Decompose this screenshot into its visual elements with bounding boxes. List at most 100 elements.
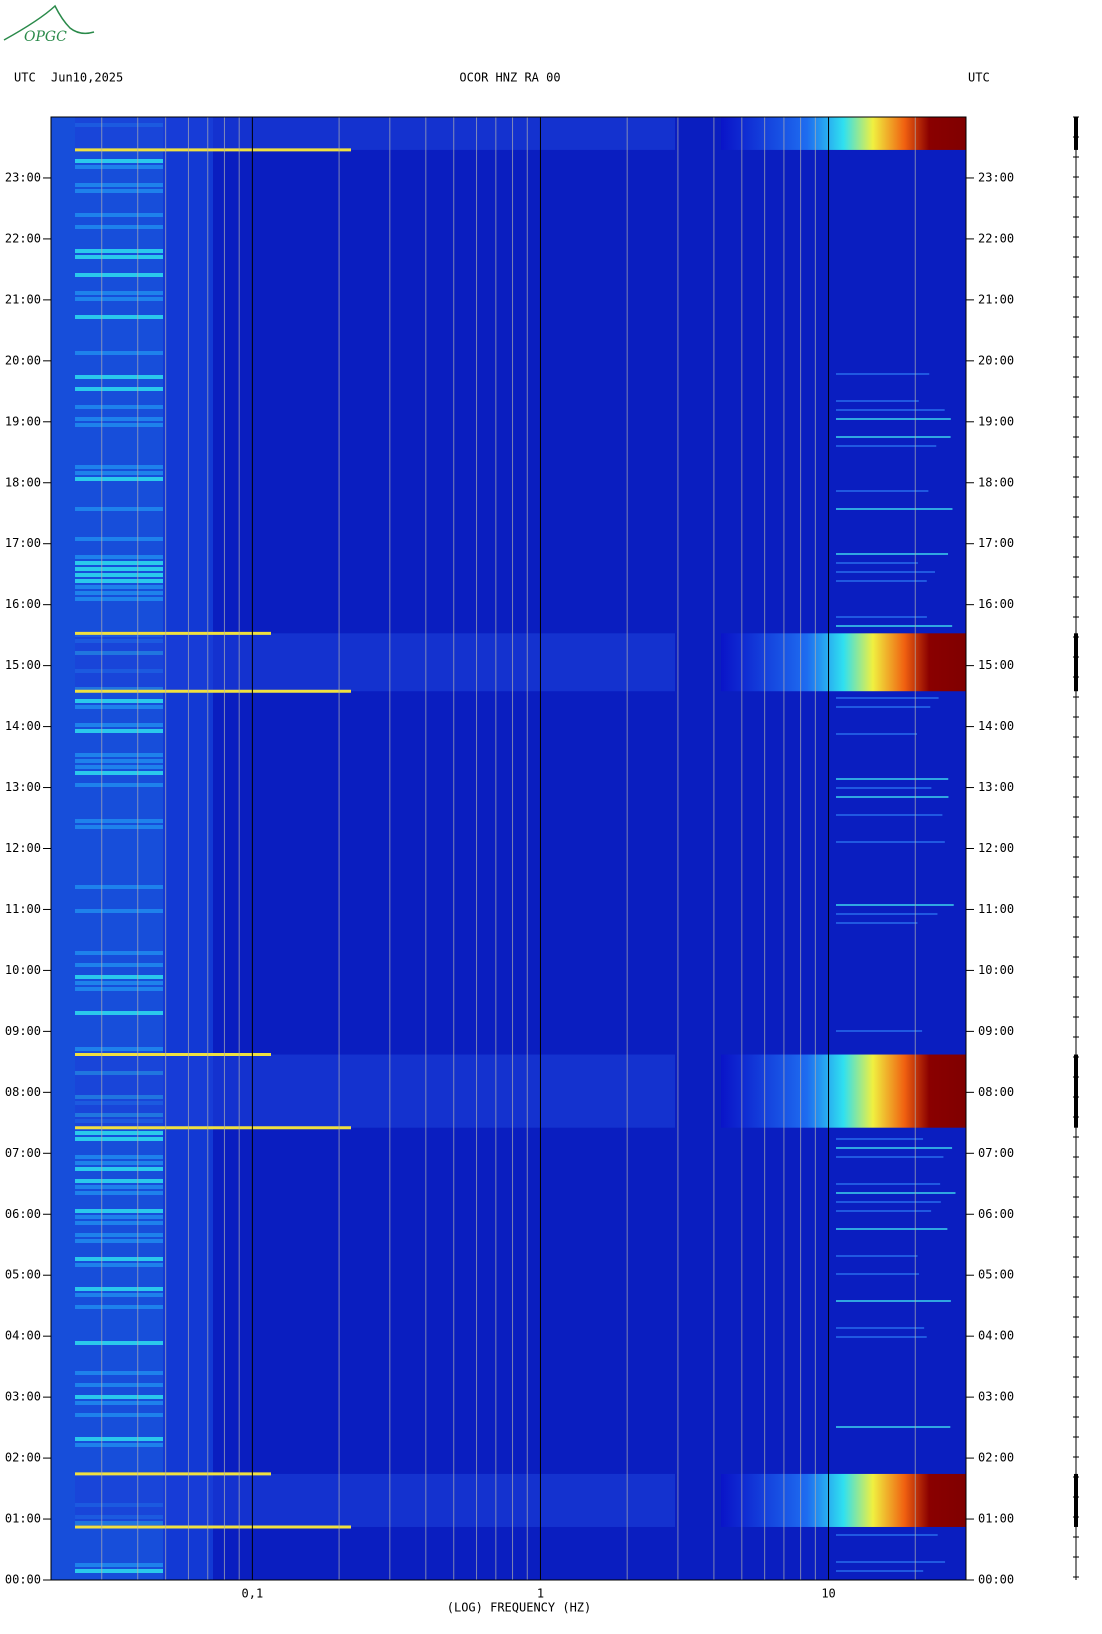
y-tick-label: 02:00 bbox=[5, 1451, 41, 1465]
y-tick-label: 16:00 bbox=[5, 597, 41, 611]
event-band-low bbox=[75, 633, 675, 692]
texture bbox=[836, 1192, 956, 1194]
texture bbox=[836, 1183, 941, 1185]
y-tick-label: 04:00 bbox=[5, 1329, 41, 1343]
y-tick-label: 06:00 bbox=[5, 1207, 41, 1221]
right-label: UTC bbox=[968, 71, 990, 85]
texture bbox=[75, 471, 163, 475]
texture bbox=[836, 697, 939, 699]
y-tick-label: 21:00 bbox=[5, 292, 41, 306]
y-tick-label: 23:00 bbox=[5, 170, 41, 184]
chart-title: OCOR HNZ RA 00 bbox=[459, 71, 560, 85]
y-tick-label: 00:00 bbox=[5, 1573, 41, 1587]
texture bbox=[836, 418, 951, 420]
texture bbox=[836, 409, 945, 411]
y-tick-label: 10:00 bbox=[5, 963, 41, 977]
texture bbox=[75, 351, 163, 355]
texture bbox=[75, 723, 163, 727]
texture bbox=[75, 213, 163, 217]
texture bbox=[836, 553, 949, 555]
texture bbox=[75, 1341, 163, 1345]
trace-burst bbox=[1074, 633, 1078, 692]
y-tick-label: 12:00 bbox=[5, 841, 41, 855]
y-tick-label: 17:00 bbox=[978, 536, 1014, 550]
texture bbox=[75, 387, 163, 391]
texture bbox=[75, 1569, 163, 1573]
logo-text: OPGC bbox=[24, 29, 67, 45]
texture bbox=[75, 783, 163, 787]
texture bbox=[75, 1563, 163, 1567]
texture bbox=[75, 1161, 163, 1165]
texture bbox=[836, 445, 937, 447]
texture bbox=[75, 1239, 163, 1243]
texture bbox=[836, 508, 953, 510]
y-tick-label: 13:00 bbox=[5, 780, 41, 794]
texture bbox=[836, 913, 938, 915]
event-band bbox=[721, 117, 966, 150]
texture bbox=[75, 819, 163, 823]
texture bbox=[75, 597, 163, 601]
texture bbox=[75, 1137, 163, 1141]
texture bbox=[836, 625, 953, 627]
texture bbox=[75, 729, 163, 733]
texture bbox=[75, 405, 163, 409]
event-band bbox=[721, 1054, 966, 1128]
texture bbox=[836, 1228, 948, 1230]
texture bbox=[75, 273, 163, 277]
texture bbox=[75, 561, 163, 565]
texture bbox=[836, 1156, 944, 1158]
texture bbox=[75, 417, 163, 421]
event-band bbox=[721, 633, 966, 692]
texture bbox=[75, 159, 163, 163]
texture bbox=[75, 225, 163, 229]
date: Jun10,2025 bbox=[51, 71, 123, 85]
texture bbox=[836, 1534, 938, 1536]
texture bbox=[836, 400, 919, 402]
y-tick-label: 01:00 bbox=[978, 1512, 1014, 1526]
texture bbox=[836, 1336, 927, 1338]
texture bbox=[75, 1191, 163, 1195]
texture bbox=[836, 1138, 924, 1140]
texture bbox=[836, 1030, 923, 1032]
texture bbox=[836, 733, 918, 735]
texture bbox=[75, 189, 163, 193]
texture bbox=[75, 573, 163, 577]
texture bbox=[75, 1047, 163, 1051]
texture bbox=[75, 1167, 163, 1171]
texture bbox=[75, 771, 163, 775]
y-tick-label: 03:00 bbox=[5, 1390, 41, 1404]
texture bbox=[75, 699, 163, 703]
texture bbox=[75, 585, 163, 589]
y-tick-label: 08:00 bbox=[5, 1085, 41, 1099]
y-tick-label: 20:00 bbox=[5, 353, 41, 367]
texture bbox=[75, 975, 163, 979]
texture bbox=[75, 963, 163, 967]
texture bbox=[75, 1257, 163, 1261]
texture bbox=[75, 1179, 163, 1183]
texture bbox=[836, 1255, 918, 1257]
texture bbox=[75, 1233, 163, 1237]
y-tick-label: 05:00 bbox=[5, 1268, 41, 1282]
texture bbox=[836, 490, 929, 492]
texture bbox=[75, 909, 163, 913]
texture bbox=[75, 1443, 163, 1447]
x-tick-label: 0,1 bbox=[242, 1587, 264, 1601]
y-tick-label: 15:00 bbox=[5, 658, 41, 672]
texture bbox=[836, 904, 954, 906]
texture bbox=[75, 1263, 163, 1267]
texture bbox=[75, 765, 163, 769]
texture bbox=[836, 1201, 941, 1203]
x-axis-title: (LOG) FREQUENCY (HZ) bbox=[447, 1601, 592, 1615]
trace-burst bbox=[1074, 117, 1078, 150]
texture bbox=[75, 705, 163, 709]
x-tick-label: 10 bbox=[821, 1587, 835, 1601]
texture bbox=[75, 987, 163, 991]
texture bbox=[836, 571, 936, 573]
y-tick-label: 16:00 bbox=[978, 597, 1014, 611]
y-tick-label: 07:00 bbox=[978, 1146, 1014, 1160]
y-tick-label: 05:00 bbox=[978, 1268, 1014, 1282]
trace-burst bbox=[1074, 1054, 1078, 1128]
y-tick-label: 06:00 bbox=[978, 1207, 1014, 1221]
y-tick-label: 20:00 bbox=[978, 353, 1014, 367]
